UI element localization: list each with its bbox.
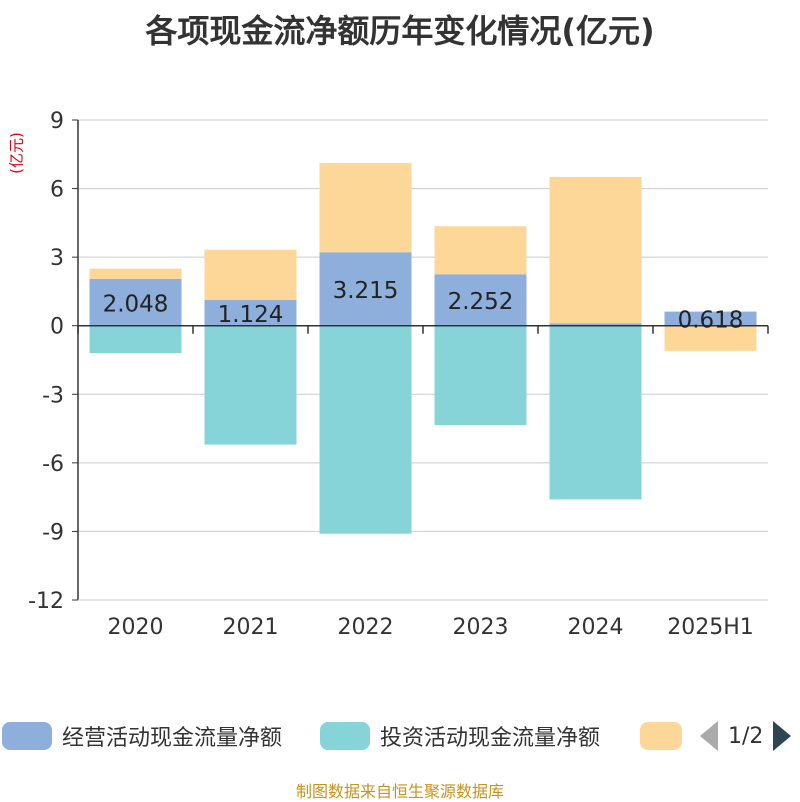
bar-third-2020 xyxy=(89,268,182,279)
bar-operating-2020 xyxy=(89,278,182,326)
legend-prev-page-icon[interactable] xyxy=(700,721,718,751)
bar-operating-2025H1 xyxy=(664,311,757,326)
y-tick-label: -9 xyxy=(42,520,64,545)
bar-investing-2021 xyxy=(204,325,297,445)
data-label: 2.048 xyxy=(103,291,169,317)
bar-operating-2024 xyxy=(549,323,642,326)
y-tick-label: -12 xyxy=(28,589,64,614)
bar-investing-2024 xyxy=(549,325,642,500)
x-tick-label: 2024 xyxy=(568,615,624,640)
bar-third-2024 xyxy=(549,176,642,324)
legend-item-investing[interactable]: 投资活动现金流量净额 xyxy=(320,716,600,756)
bar-operating-2023 xyxy=(434,274,527,326)
y-tick-label: -3 xyxy=(42,383,64,408)
legend-label-operating: 经营活动现金流量净额 xyxy=(62,726,283,751)
x-tick-label: 2021 xyxy=(223,615,279,640)
bar-investing-2023 xyxy=(434,325,527,426)
legend-swatch-operating xyxy=(2,722,52,750)
chart-canvas: -12 -9 -6 -3 0 3 6 9 2020 2021 2022 2023 2024 2025H1 2… xyxy=(28,109,769,640)
x-tick-label: 2025H1 xyxy=(667,615,754,640)
data-source-note: 制图数据来自恒生聚源数据库 xyxy=(295,782,504,801)
y-tick-label: 3 xyxy=(50,246,64,271)
legend-next-page-icon[interactable] xyxy=(773,721,792,751)
bar-third-2023 xyxy=(434,226,527,275)
legend-label-investing: 投资活动现金流量净额 xyxy=(380,726,601,751)
bar-third-2025H1 xyxy=(664,325,757,351)
x-tick-label: 2023 xyxy=(453,615,509,640)
data-label: 2.252 xyxy=(448,289,514,315)
bar-third-2022 xyxy=(319,163,412,253)
data-label: 1.124 xyxy=(218,302,284,328)
legend-swatch-third xyxy=(640,722,682,750)
bar-third-2021 xyxy=(204,249,297,301)
legend: 经营活动现金流量净额 投资活动现金流量净额 xyxy=(0,716,800,756)
legend-swatch-investing xyxy=(320,722,370,750)
bar-investing-2020 xyxy=(89,325,182,354)
y-tick-label: 6 xyxy=(50,178,64,203)
bar-operating-2021 xyxy=(204,300,297,326)
legend-item-operating[interactable]: 经营活动现金流量净额 xyxy=(2,716,282,756)
data-label: 3.215 xyxy=(333,278,399,304)
x-tick-label: 2020 xyxy=(108,615,164,640)
y-tick-label: 0 xyxy=(50,315,64,340)
chart-title: 各项现金流净额历年变化情况(亿元) xyxy=(145,12,655,50)
y-tick-label: -6 xyxy=(42,452,64,477)
data-label: 0.618 xyxy=(678,308,744,334)
legend-item-third[interactable] xyxy=(640,716,692,756)
bar-operating-2022 xyxy=(319,252,412,326)
x-tick-label: 2022 xyxy=(338,615,394,640)
legend-pager: 1/2 xyxy=(700,716,792,756)
bar-investing-2022 xyxy=(319,325,412,534)
legend-page-indicator: 1/2 xyxy=(728,723,764,749)
y-tick-label: 9 xyxy=(50,109,64,134)
